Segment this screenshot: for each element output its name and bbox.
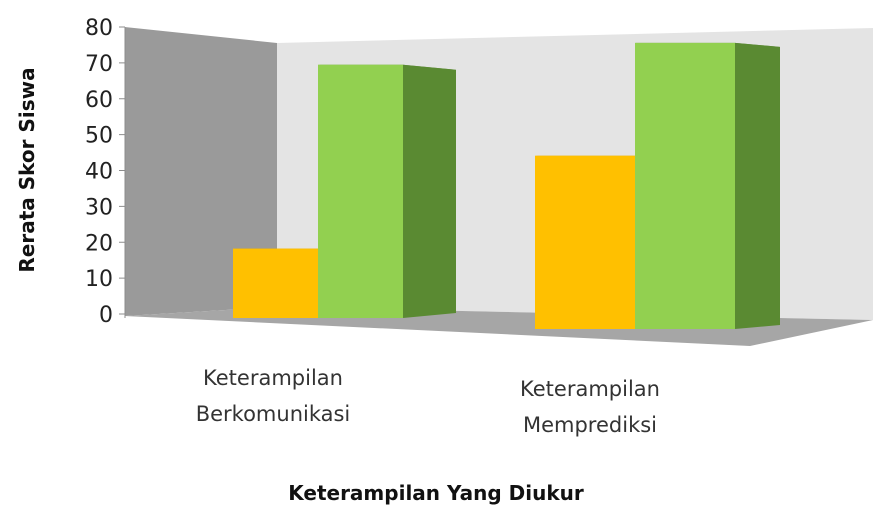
y-tick-label: 0 [99,303,113,328]
y-axis: 0 10 20 30 40 50 60 70 80 [85,16,126,328]
y-tick-label: 10 [85,267,113,292]
bar [318,64,403,318]
y-tick-label: 40 [85,160,113,185]
category-label: Keterampilan [520,377,660,401]
y-tick-label: 30 [85,195,113,220]
bar-series [233,42,780,330]
y-tick-label: 60 [85,88,113,113]
bar [535,155,635,329]
category-label: Memprediksi [523,413,657,437]
y-tick-label: 70 [85,52,113,77]
x-axis-title: Keterampilan Yang Diukur [288,481,584,505]
bar-side [735,42,780,330]
y-tick-label: 50 [85,124,113,149]
x-axis: Keterampilan Berkomunikasi Keterampilan Mem… [196,366,660,437]
category-label: Berkomunikasi [196,402,351,426]
side-wall [125,27,277,316]
category-label: Keterampilan [203,366,343,390]
y-axis-title: Rerata Skor Siswa [15,67,39,272]
y-tick-label: 20 [85,231,113,256]
bar [233,248,318,318]
y-tick-label: 80 [85,16,113,41]
bar [635,42,735,330]
bar-side [403,64,456,318]
